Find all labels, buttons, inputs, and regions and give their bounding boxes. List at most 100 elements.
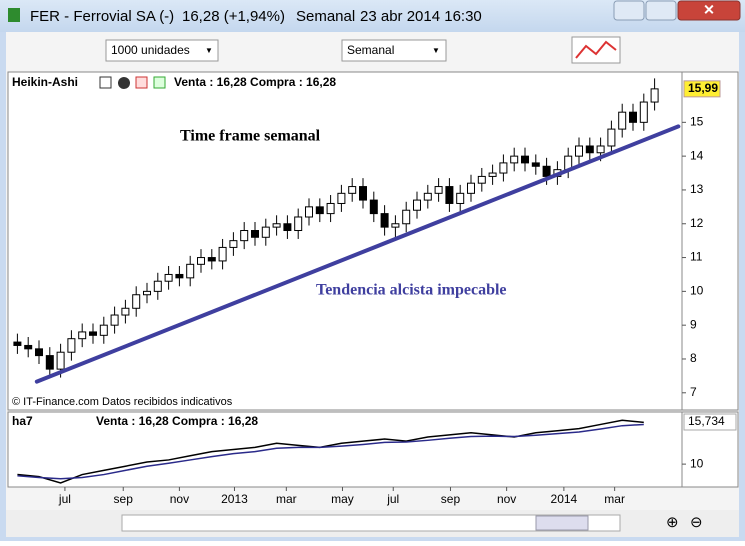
last-price-box [683, 80, 721, 98]
candle-body [575, 145, 583, 157]
datetime: 23 abr 2014 16:30 [360, 8, 482, 25]
candle-body [618, 111, 627, 130]
window-title: FER - Ferrovial SA (-) [30, 8, 174, 25]
candle-body [207, 257, 216, 262]
candle-body [337, 192, 346, 204]
scrollbar[interactable] [121, 514, 621, 532]
candle-body [110, 314, 119, 326]
indicator-line [17, 419, 644, 484]
app-icon [8, 8, 20, 22]
close-button[interactable] [677, 0, 741, 21]
y-tick-label: 7 [690, 385, 697, 399]
y-tick-label: 13 [690, 182, 704, 196]
x-tick-label: 2013 [221, 492, 248, 506]
zoom-out[interactable]: ⊖ [690, 514, 703, 531]
candle-body [477, 175, 486, 184]
minimize-button[interactable] [613, 0, 645, 21]
candle-body [294, 216, 303, 232]
up-icon[interactable] [153, 76, 166, 89]
x-tick-label: nov [497, 492, 516, 506]
candle-body [153, 280, 162, 292]
zoom-in[interactable]: ⊕ [666, 514, 679, 531]
candle-body [45, 355, 54, 370]
x-tick-label: nov [170, 492, 189, 506]
x-tick-label: mar [604, 492, 625, 506]
annotation: Tendencia alcista impecable [316, 282, 507, 299]
candle-body [89, 331, 97, 336]
y-tick-label: 10 [690, 456, 704, 470]
quantity: 1000 unidades [111, 43, 190, 57]
x-tick-label: 2014 [551, 492, 578, 506]
close-icon: ✕ [703, 2, 715, 18]
x-tick-label: sep [114, 492, 134, 506]
candle-body [197, 257, 205, 265]
candle-body [467, 182, 475, 194]
indicator-last-box [683, 413, 737, 431]
candle-body [488, 172, 497, 177]
candle-body [531, 162, 540, 167]
annotation: Time frame semanal [180, 128, 321, 145]
indicator-panel [7, 411, 683, 488]
y-tick-label: 15 [690, 115, 704, 129]
candle-body [218, 246, 227, 262]
candle-body [143, 290, 151, 296]
y-tick-label: 11 [690, 250, 703, 264]
trend-line [34, 124, 681, 384]
y-tick-label: 8 [690, 351, 697, 365]
y-tick-label: 14 [690, 148, 704, 162]
candle-body [283, 223, 292, 232]
candle-body [359, 186, 367, 201]
x-tick-label: mar [276, 492, 297, 506]
close-panel-icon[interactable] [118, 77, 130, 89]
timeframe-dropdown[interactable] [341, 39, 447, 62]
candle-body [607, 128, 616, 147]
dropdown-arrow: ▼ [432, 46, 440, 55]
candle-body [456, 192, 465, 204]
candle-body [229, 240, 238, 248]
y-tick-label: 10 [690, 284, 704, 298]
candle-body [56, 351, 65, 370]
candle-body [186, 263, 195, 279]
x-tick-label: jul [58, 492, 71, 506]
candle-body [629, 111, 637, 123]
candle-body [121, 307, 130, 316]
indicator-last: 15,734 [688, 414, 725, 428]
y-tick-label: 12 [690, 216, 704, 230]
candle-body [272, 223, 281, 228]
price-axis [681, 71, 739, 411]
candle-body [445, 186, 454, 204]
indicator-quote: Venta : 16,28 Compra : 16,28 [96, 414, 258, 428]
candle-body [251, 230, 259, 238]
timeframe: Semanal [347, 43, 394, 57]
scroll-thumb[interactable] [535, 515, 589, 531]
maximize-button[interactable] [645, 0, 677, 21]
down-icon[interactable] [135, 76, 148, 89]
candle-body [175, 273, 184, 279]
source: © IT-Finance.com Datos recibidos indicat… [12, 396, 233, 408]
candle-body [596, 145, 605, 154]
candle-body [326, 202, 335, 215]
candle-body [510, 155, 519, 164]
candle-body [413, 199, 421, 211]
last-price: 15,99 [688, 81, 718, 95]
price-change: 16,28 (+1,94%) [182, 8, 285, 25]
indicators-button[interactable] [571, 36, 621, 64]
indicator-title: ha7 [12, 414, 33, 428]
candle-body [24, 344, 33, 350]
candle-body [423, 192, 432, 201]
candle-body [348, 186, 357, 194]
candle-body [380, 213, 389, 228]
period: Semanal [296, 8, 355, 25]
quantity-dropdown[interactable] [105, 39, 219, 62]
candle-body [499, 162, 508, 174]
candle-body [13, 341, 22, 346]
x-tick-label: sep [441, 492, 461, 506]
quote: Venta : 16,28 Compra : 16,28 [174, 75, 336, 89]
candle-body [542, 165, 551, 177]
candle-body [132, 294, 141, 309]
indicator-icon [575, 40, 617, 59]
candle-body [585, 145, 594, 154]
window-icon[interactable] [99, 76, 112, 89]
x-tick-label: may [331, 492, 354, 506]
candle-body [369, 199, 378, 215]
